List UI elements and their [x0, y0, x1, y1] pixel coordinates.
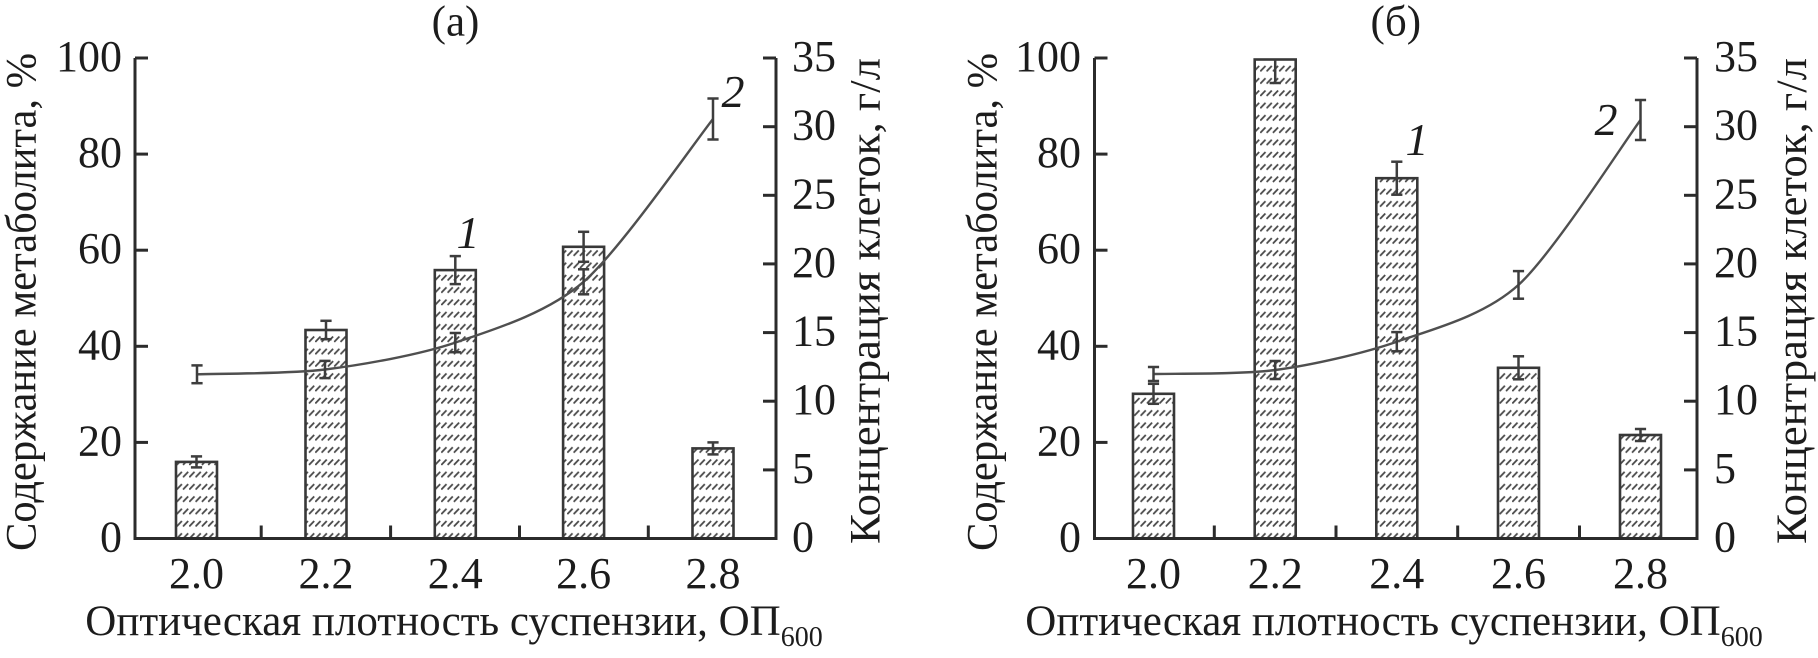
- svg-text:10: 10: [1714, 375, 1758, 424]
- svg-text:20: 20: [1714, 238, 1758, 287]
- svg-text:30: 30: [792, 101, 836, 150]
- svg-text:0: 0: [1059, 513, 1081, 562]
- svg-text:1: 1: [1406, 114, 1429, 165]
- svg-text:80: 80: [78, 128, 122, 177]
- svg-text:(а): (а): [432, 0, 480, 46]
- svg-text:40: 40: [1037, 320, 1081, 369]
- svg-text:60: 60: [1037, 224, 1081, 273]
- svg-text:0: 0: [792, 513, 814, 562]
- svg-text:0: 0: [1714, 513, 1736, 562]
- svg-text:30: 30: [1714, 101, 1758, 150]
- svg-text:20: 20: [1037, 416, 1081, 465]
- svg-text:60: 60: [78, 224, 122, 273]
- svg-text:Концентрация клеток, г/л: Концентрация клеток, г/л: [1769, 58, 1816, 544]
- svg-text:1: 1: [457, 207, 480, 258]
- svg-text:35: 35: [792, 32, 836, 81]
- svg-text:2.2: 2.2: [1248, 549, 1303, 598]
- svg-text:20: 20: [792, 238, 836, 287]
- svg-text:0: 0: [100, 513, 122, 562]
- svg-text:2.8: 2.8: [1613, 549, 1668, 598]
- svg-text:20: 20: [78, 416, 122, 465]
- svg-text:2.8: 2.8: [686, 549, 741, 598]
- svg-text:Содержание метаболита, %: Содержание метаболита, %: [0, 53, 46, 551]
- svg-text:Содержание метаболита, %: Содержание метаболита, %: [960, 53, 1007, 551]
- svg-text:15: 15: [1714, 307, 1758, 356]
- svg-text:2: 2: [1595, 94, 1618, 145]
- svg-text:40: 40: [78, 320, 122, 369]
- svg-text:100: 100: [1015, 32, 1081, 81]
- svg-text:25: 25: [1714, 169, 1758, 218]
- svg-text:2.0: 2.0: [169, 549, 224, 598]
- svg-text:5: 5: [792, 444, 814, 493]
- svg-text:Концентрация клеток, г/л: Концентрация клеток, г/л: [843, 58, 890, 544]
- svg-text:100: 100: [56, 32, 122, 81]
- svg-text:Оптическая плотность суспензии: Оптическая плотность суспензии, ОП600: [1025, 598, 1762, 653]
- svg-text:2.4: 2.4: [1369, 549, 1424, 598]
- svg-text:80: 80: [1037, 128, 1081, 177]
- svg-text:(б): (б): [1371, 0, 1422, 46]
- svg-text:2.4: 2.4: [428, 549, 483, 598]
- svg-text:15: 15: [792, 307, 836, 356]
- svg-text:2.2: 2.2: [299, 549, 354, 598]
- svg-text:2.0: 2.0: [1126, 549, 1181, 598]
- svg-text:5: 5: [1714, 444, 1736, 493]
- svg-text:25: 25: [792, 169, 836, 218]
- svg-text:2.6: 2.6: [556, 549, 611, 598]
- svg-text:10: 10: [792, 375, 836, 424]
- svg-text:35: 35: [1714, 32, 1758, 81]
- svg-text:2: 2: [722, 66, 745, 117]
- svg-text:2.6: 2.6: [1491, 549, 1546, 598]
- svg-text:Оптическая плотность суспензии: Оптическая плотность суспензии, ОП600: [85, 598, 822, 653]
